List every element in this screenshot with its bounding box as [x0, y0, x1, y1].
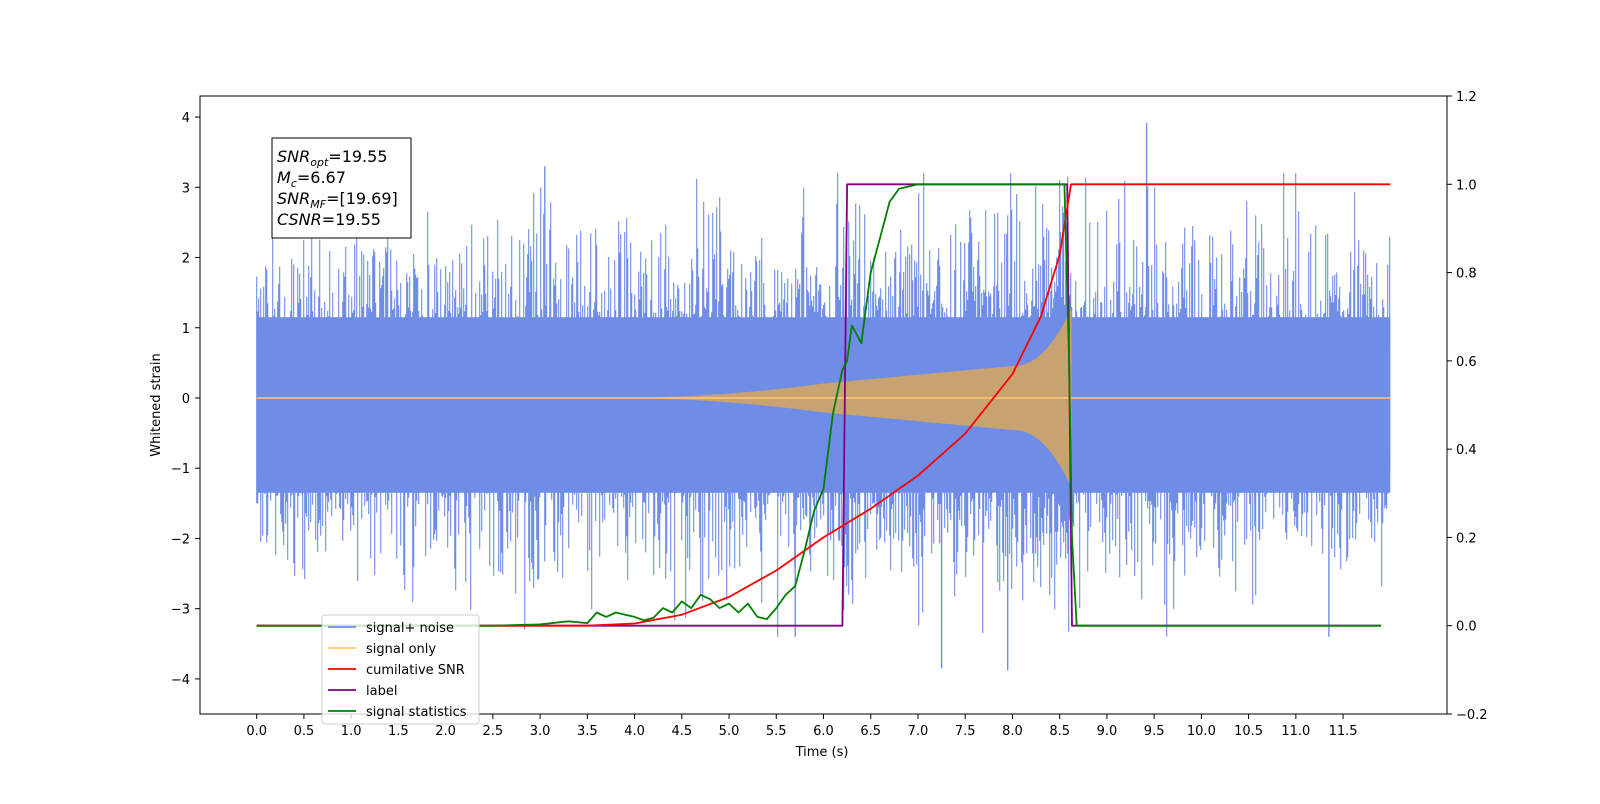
annotation-line: SNRopt=19.55 [277, 147, 388, 169]
annotation-frame [271, 137, 412, 239]
right-axis-layer [256, 183, 1391, 627]
noise-peaks [544, 122, 1330, 671]
x-tick-label: 1.0 [341, 724, 362, 739]
legend: signal+ noise signal only cumilative SNR la… [321, 614, 480, 725]
annotation-line: SNRMF=[19.69] [277, 189, 398, 211]
y-tick-label: −1 [171, 462, 190, 477]
x-tick-label: 7.0 [908, 724, 929, 739]
y-tick-label: 1 [182, 322, 190, 337]
x-axis-label: Time (s) [795, 745, 849, 760]
x-tick-label: 4.5 [671, 724, 692, 739]
x-tick-label: 0.5 [294, 724, 315, 739]
legend-frame [321, 614, 480, 725]
x-tick-label: 9.5 [1144, 724, 1165, 739]
x-tick-label: 8.0 [1002, 724, 1023, 739]
series-cumulative-snr [256, 183, 1391, 627]
x-tick-label: 10.5 [1234, 724, 1263, 739]
x-tick-label: 2.0 [435, 724, 456, 739]
x-tick-label: 11.5 [1329, 724, 1358, 739]
x-tick-label: 7.5 [955, 724, 976, 739]
y2-axis: −0.2 0.0 0.2 0.4 0.6 0.8 1.0 1.2 [1447, 90, 1488, 723]
x-tick-label: 2.5 [483, 724, 504, 739]
x-tick-label: 0.0 [246, 724, 267, 739]
y-tick-label: −4 [171, 673, 190, 688]
series-signal-noise [256, 173, 1391, 637]
y-tick-label: −2 [171, 532, 190, 547]
x-tick-label: 9.0 [1097, 724, 1118, 739]
x-tick-label: 5.5 [766, 724, 787, 739]
legend-label: signal+ noise [366, 621, 454, 636]
y-tick-label: 3 [182, 181, 190, 196]
x-tick-label: 4.0 [624, 724, 645, 739]
y2-tick-label: 1.2 [1456, 90, 1477, 105]
legend-label: signal statistics [366, 705, 467, 720]
y2-tick-label: 0.0 [1456, 620, 1477, 635]
x-tick-label: 6.5 [860, 724, 881, 739]
x-tick-label: 10.0 [1187, 724, 1216, 739]
y-tick-label: 4 [182, 111, 190, 126]
y-axis: −4 −3 −2 −1 0 1 2 3 4 [171, 111, 200, 688]
y-axis-label: Whitened strain [149, 353, 164, 456]
y-tick-label: −3 [171, 603, 190, 618]
legend-label: signal only [366, 642, 436, 657]
x-tick-label: 1.5 [388, 724, 409, 739]
y2-tick-label: −0.2 [1456, 708, 1488, 723]
y2-tick-label: 0.8 [1456, 267, 1477, 282]
y2-tick-label: 0.2 [1456, 531, 1477, 546]
y2-tick-label: 0.6 [1456, 355, 1477, 370]
y-tick-label: 2 [182, 252, 190, 267]
x-tick-label: 8.5 [1049, 724, 1070, 739]
y-tick-label: 0 [182, 392, 190, 407]
annotation-box: SNRopt=19.55Mc=6.67SNRMF=[19.69]CSNR=19.… [271, 137, 412, 239]
y2-tick-label: 0.4 [1456, 443, 1477, 458]
x-tick-label: 3.0 [530, 724, 551, 739]
x-tick-label: 5.0 [719, 724, 740, 739]
x-tick-label: 3.5 [577, 724, 598, 739]
annotation-line: Mc=6.67 [277, 168, 346, 190]
x-tick-label: 6.0 [813, 724, 834, 739]
legend-label: label [366, 684, 397, 699]
y2-tick-label: 1.0 [1456, 178, 1477, 193]
legend-label: cumilative SNR [366, 663, 465, 678]
annotation-line: CSNR=19.55 [277, 210, 381, 229]
x-tick-label: 11.0 [1281, 724, 1310, 739]
series-signal-statistics [256, 183, 1381, 627]
signal-layer [256, 310, 1391, 486]
